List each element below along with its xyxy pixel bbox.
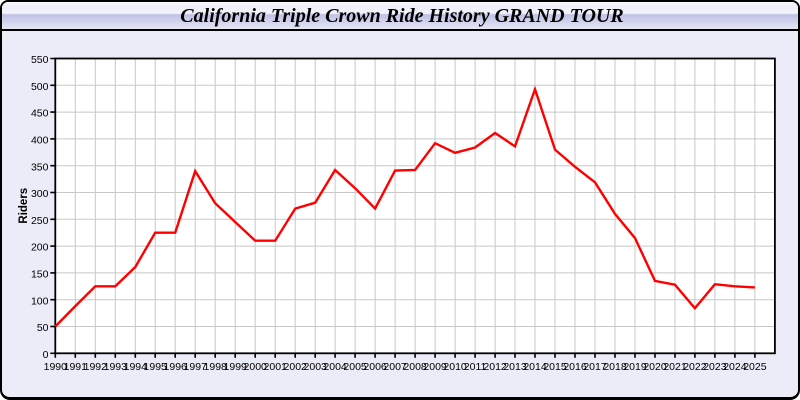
svg-text:1996: 1996 (164, 361, 188, 373)
svg-text:1993: 1993 (104, 361, 128, 373)
svg-text:350: 350 (31, 161, 49, 173)
svg-text:2000: 2000 (244, 361, 268, 373)
svg-text:2002: 2002 (284, 361, 308, 373)
svg-text:2025: 2025 (743, 361, 767, 373)
svg-text:100: 100 (31, 295, 49, 307)
svg-text:0: 0 (43, 349, 49, 361)
svg-text:2007: 2007 (383, 361, 407, 373)
svg-text:2004: 2004 (323, 361, 347, 373)
svg-text:2020: 2020 (643, 361, 667, 373)
svg-text:1999: 1999 (224, 361, 248, 373)
svg-text:2016: 2016 (563, 361, 587, 373)
svg-text:2005: 2005 (343, 361, 367, 373)
svg-text:2014: 2014 (523, 361, 547, 373)
svg-text:550: 550 (31, 54, 49, 66)
svg-text:1998: 1998 (204, 361, 228, 373)
svg-text:1994: 1994 (124, 361, 148, 373)
svg-text:450: 450 (31, 108, 49, 120)
svg-text:2006: 2006 (363, 361, 387, 373)
svg-text:2019: 2019 (623, 361, 647, 373)
svg-text:300: 300 (31, 188, 49, 200)
svg-text:2010: 2010 (443, 361, 467, 373)
svg-text:2024: 2024 (723, 361, 747, 373)
svg-text:250: 250 (31, 215, 49, 227)
svg-text:1992: 1992 (84, 361, 108, 373)
svg-text:500: 500 (31, 81, 49, 93)
svg-text:150: 150 (31, 269, 49, 281)
svg-text:2009: 2009 (423, 361, 447, 373)
svg-text:2011: 2011 (464, 361, 487, 373)
svg-text:2023: 2023 (703, 361, 727, 373)
svg-text:1990: 1990 (44, 361, 68, 373)
svg-text:2008: 2008 (403, 361, 427, 373)
svg-text:2012: 2012 (483, 361, 507, 373)
svg-text:50: 50 (37, 322, 49, 334)
svg-text:2017: 2017 (583, 361, 607, 373)
svg-text:1997: 1997 (184, 361, 208, 373)
svg-text:200: 200 (31, 242, 49, 254)
svg-text:Riders: Riders (18, 188, 30, 224)
svg-text:2021: 2021 (663, 361, 687, 373)
svg-text:1995: 1995 (144, 361, 168, 373)
svg-text:2013: 2013 (503, 361, 527, 373)
svg-text:2001: 2001 (264, 361, 288, 373)
svg-text:2015: 2015 (543, 361, 567, 373)
svg-text:2022: 2022 (683, 361, 707, 373)
svg-text:2018: 2018 (603, 361, 627, 373)
svg-text:400: 400 (31, 135, 49, 147)
svg-text:2003: 2003 (304, 361, 328, 373)
svg-text:1991: 1991 (64, 361, 88, 373)
